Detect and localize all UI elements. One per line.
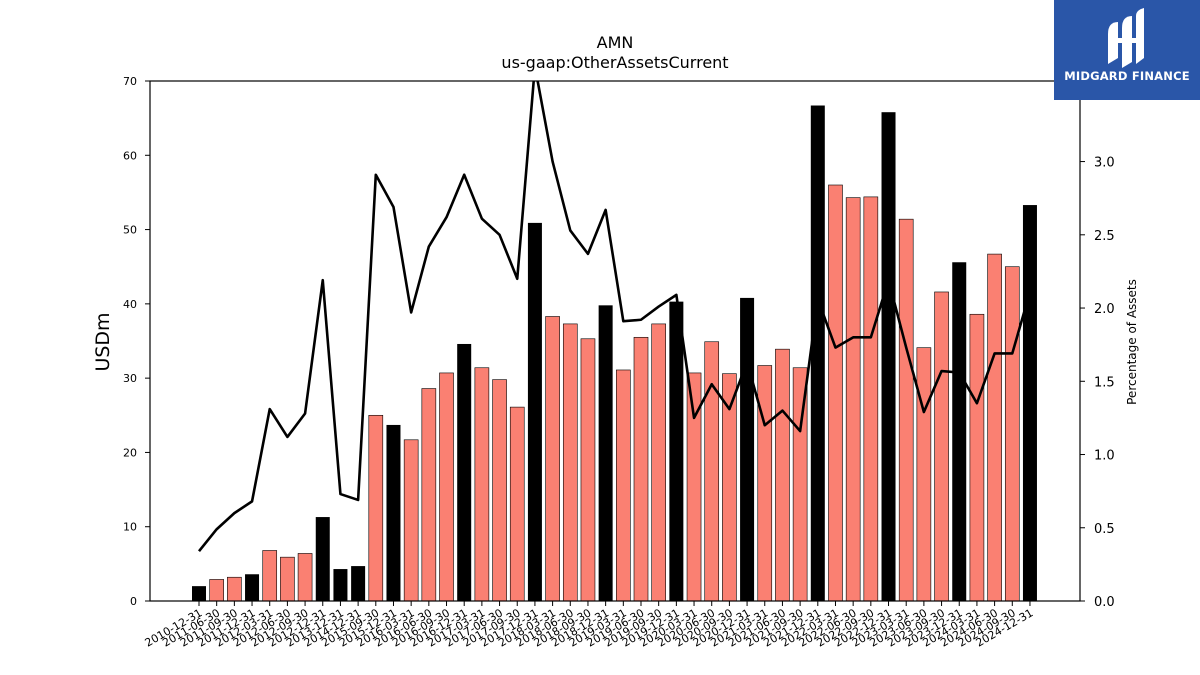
bar-2011-09-30 <box>227 576 242 602</box>
y-tick-label: 60 <box>123 149 137 162</box>
y2-tick-label: 0.5 <box>1094 522 1115 537</box>
bar-2017-06-30 <box>492 379 507 602</box>
y-tick-label: 50 <box>123 224 137 237</box>
chart-subtitle: us-gaap:OtherAssetsCurrent <box>501 53 728 72</box>
bar-2015-09-30 <box>368 414 384 602</box>
y2-tick-label: 3.0 <box>1094 156 1115 171</box>
bar-2016-09-30 <box>439 372 454 602</box>
y-tick-label: 70 <box>123 75 137 88</box>
y2-tick-label: 2.0 <box>1094 302 1115 317</box>
bar-2011-06-30 <box>209 579 224 602</box>
bar-2021-06-30 <box>775 348 790 602</box>
axes-group: 0102030405060700.00.51.01.52.02.53.02010… <box>123 75 1115 650</box>
bar-2012-12-31 <box>315 517 330 601</box>
bar-2017-03-31 <box>474 367 490 602</box>
y2-axis-label: Percentage of Assets <box>1125 279 1139 405</box>
bar-2023-09-30 <box>934 291 949 602</box>
bar-2018-03-31 <box>545 316 560 602</box>
y2-tick-label: 1.0 <box>1094 449 1115 464</box>
y-axis-label: USDm <box>92 312 114 371</box>
bar-2020-12-31 <box>740 297 755 601</box>
bar-2021-12-31 <box>810 105 825 601</box>
y-tick-label: 40 <box>123 298 137 311</box>
bar-2017-09-30 <box>509 406 525 602</box>
bar-2019-09-30 <box>651 323 666 602</box>
y2-tick-label: 2.5 <box>1094 229 1115 244</box>
bar-2018-12-31 <box>598 305 613 601</box>
bar-2011-12-31 <box>245 574 260 601</box>
bar-2010-12-31 <box>192 586 206 601</box>
bar-2016-06-30 <box>421 388 437 602</box>
bar-2019-06-30 <box>633 336 649 602</box>
bar-2012-09-30 <box>297 553 313 602</box>
bar-2020-06-30 <box>704 341 720 602</box>
bar-2024-12-31 <box>1022 205 1037 601</box>
bar-2022-09-30 <box>863 196 879 602</box>
midgard-logo-icon <box>1108 8 1144 68</box>
line-series-percentage <box>197 81 1032 553</box>
bar-2016-03-31 <box>403 439 419 602</box>
bar-2015-12-31 <box>386 424 401 601</box>
bar-2024-06-30 <box>987 253 1002 602</box>
bar-2019-12-31 <box>669 301 684 601</box>
y-tick-label: 30 <box>123 372 137 385</box>
bar-2014-12-31 <box>351 566 366 601</box>
line-group <box>197 81 1032 553</box>
bar-2012-06-30 <box>280 556 295 602</box>
bar-2024-09-30 <box>1004 266 1020 602</box>
bar-2022-06-30 <box>845 197 861 602</box>
y2-tick-label: 1.5 <box>1094 375 1115 390</box>
y-tick-label: 0 <box>130 595 137 608</box>
chart-title: AMN <box>597 33 634 52</box>
bar-2012-03-31 <box>262 550 278 602</box>
bar-2023-03-31 <box>898 218 914 602</box>
bar-2023-06-30 <box>916 347 932 602</box>
bar-2021-03-31 <box>757 365 773 602</box>
bar-2024-03-31 <box>969 313 985 602</box>
logo-text: MIDGARD FINANCE <box>1064 69 1190 83</box>
bar-2022-03-31 <box>828 184 843 602</box>
y-tick-label: 20 <box>123 446 137 459</box>
bar-2023-12-31 <box>952 262 967 601</box>
bars-group <box>192 105 1037 602</box>
bar-2016-12-31 <box>457 343 472 601</box>
bar-2013-12-31 <box>333 569 348 601</box>
bar-2017-12-31 <box>527 222 542 601</box>
bar-2022-12-31 <box>881 112 896 601</box>
logo: MIDGARD FINANCE <box>1054 0 1200 100</box>
y2-tick-label: 0.0 <box>1094 595 1115 610</box>
y-tick-label: 10 <box>123 521 137 534</box>
plot-frame <box>149 80 1081 602</box>
bar-2018-09-30 <box>580 338 596 602</box>
bar-2019-03-31 <box>616 369 631 602</box>
bar-2018-06-30 <box>562 323 578 602</box>
